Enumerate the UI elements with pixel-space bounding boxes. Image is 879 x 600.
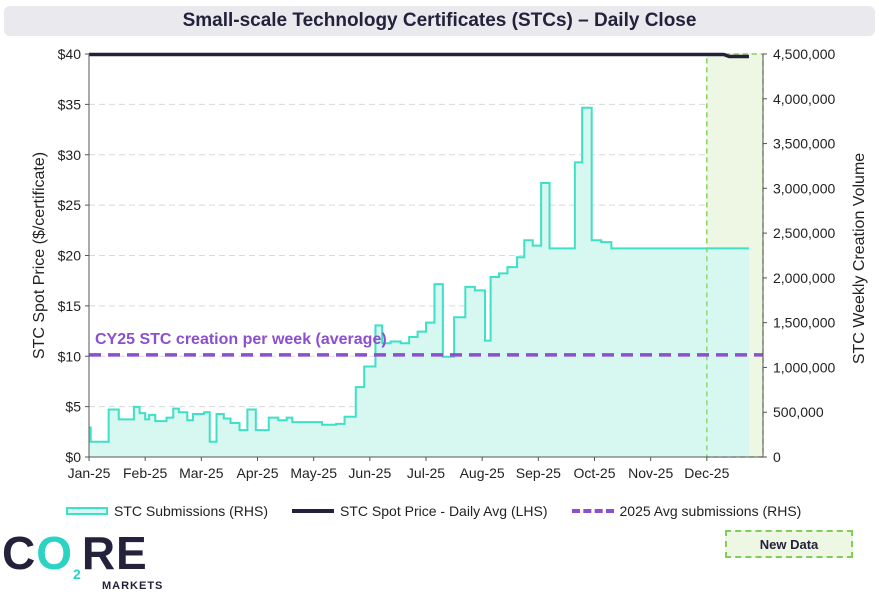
- core-markets-logo: CO2RE MARKETS: [2, 524, 172, 598]
- legend-label-avg-submissions: 2025 Avg submissions (RHS): [619, 503, 802, 519]
- right-tick-label: 2,500,000: [773, 225, 835, 241]
- left-tick-label: $40: [58, 46, 82, 62]
- avg-annotation: CY25 STC creation per week (average): [95, 331, 387, 348]
- legend-item-spot-price: STC Spot Price - Daily Avg (LHS): [292, 503, 548, 519]
- legend-swatch-submissions: [66, 507, 108, 515]
- new-data-label: New Data: [759, 536, 819, 552]
- right-tick-label: 3,000,000: [773, 180, 835, 196]
- x-tick-label: Mar-25: [179, 465, 224, 481]
- x-tick-label: Feb-25: [123, 465, 168, 481]
- chart-legend: STC Submissions (RHS) STC Spot Price - D…: [66, 500, 866, 522]
- legend-label-spot-price: STC Spot Price - Daily Avg (LHS): [340, 503, 548, 519]
- right-tick-label: 1,000,000: [773, 359, 835, 375]
- x-tick-label: Dec-25: [684, 465, 729, 481]
- left-tick-label: $0: [65, 449, 81, 465]
- submissions-area: [89, 107, 763, 457]
- chart-title: Small-scale Technology Certificates (STC…: [182, 10, 697, 31]
- legend-swatch-avg-submissions: [571, 509, 614, 513]
- legend-swatch-spot-price: [292, 509, 335, 513]
- left-tick-label: $20: [58, 248, 82, 264]
- x-tick-label: Oct-25: [573, 465, 615, 481]
- left-tick-label: $35: [58, 96, 82, 112]
- chart-title-bar: Small-scale Technology Certificates (STC…: [4, 6, 875, 36]
- x-tick-label: Jul-25: [407, 465, 445, 481]
- x-tick-label: Nov-25: [628, 465, 673, 481]
- right-tick-label: 0: [773, 449, 781, 465]
- left-tick-label: $10: [58, 348, 82, 364]
- submissions-line: [89, 106, 749, 443]
- new-data-legend-box: New Data: [725, 530, 853, 558]
- right-tick-label: 500,000: [773, 404, 824, 420]
- logo-wordmark: CO2RE: [2, 527, 148, 583]
- right-axis-title: STC Weekly Creation Volume: [851, 153, 868, 364]
- x-tick-label: Aug-25: [460, 465, 505, 481]
- left-tick-label: $15: [58, 298, 82, 314]
- right-tick-label: 3,500,000: [773, 136, 835, 152]
- x-tick-label: May-25: [290, 465, 337, 481]
- x-tick-label: Jun-25: [348, 465, 391, 481]
- legend-item-avg-submissions: 2025 Avg submissions (RHS): [571, 503, 802, 519]
- left-tick-label: $5: [65, 399, 81, 415]
- legend-item-submissions: STC Submissions (RHS): [66, 503, 268, 519]
- right-tick-label: 4,500,000: [773, 46, 835, 62]
- left-axis-title: STC Spot Price ($/certificate): [31, 152, 48, 359]
- legend-label-submissions: STC Submissions (RHS): [114, 503, 269, 519]
- left-tick-label: $30: [58, 147, 82, 163]
- left-tick-label: $25: [58, 197, 82, 213]
- logo-subtitle: MARKETS: [102, 580, 164, 592]
- x-tick-label: Apr-25: [236, 465, 278, 481]
- x-tick-label: Sep-25: [516, 465, 561, 481]
- right-tick-label: 1,500,000: [773, 315, 835, 331]
- spot-price-line: [89, 52, 749, 59]
- right-tick-label: 4,000,000: [773, 91, 835, 107]
- right-tick-label: 2,000,000: [773, 270, 835, 286]
- x-tick-label: Jan-25: [68, 465, 111, 481]
